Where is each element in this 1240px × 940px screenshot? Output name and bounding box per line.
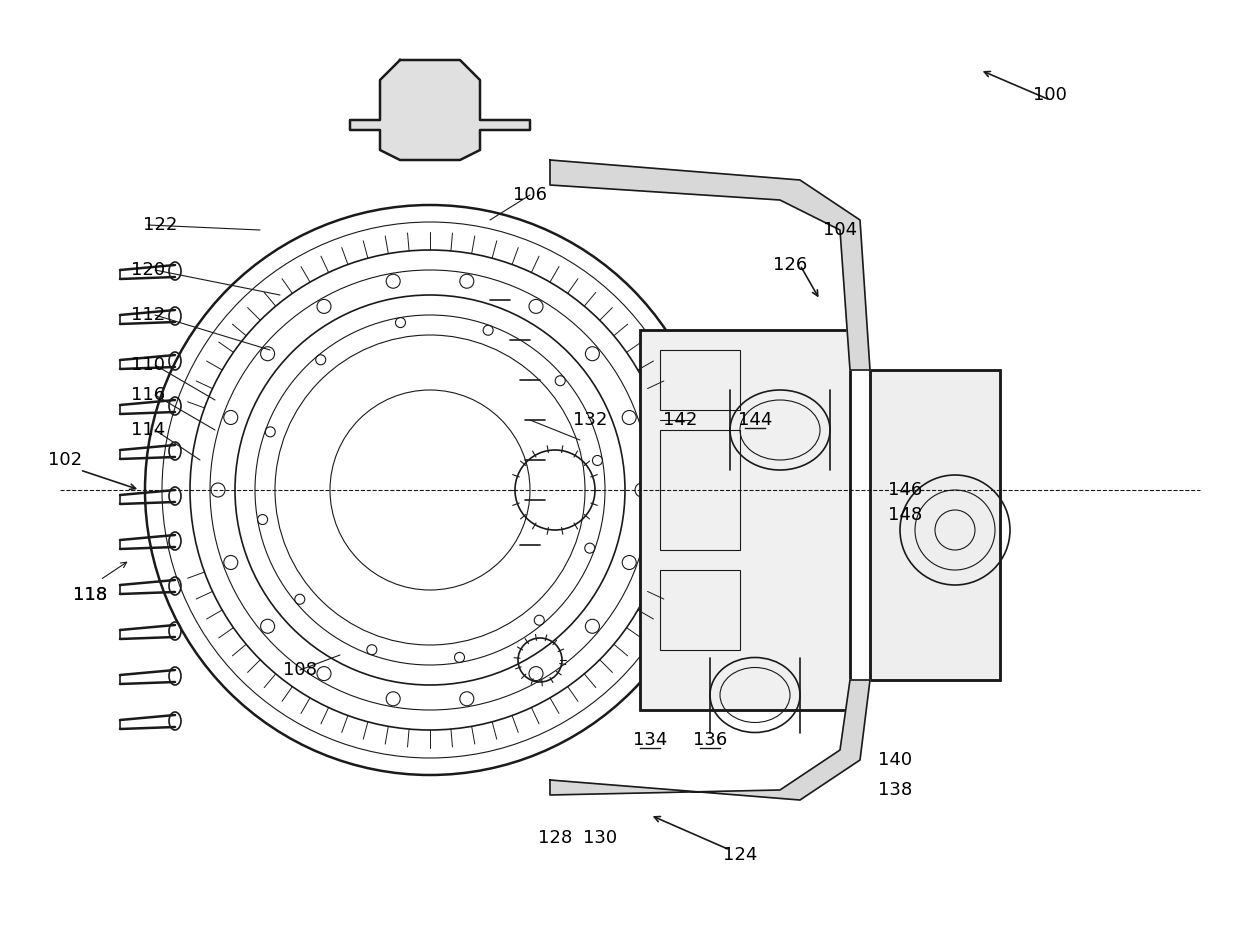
Text: 114: 114	[131, 421, 165, 439]
Text: 118: 118	[73, 586, 107, 604]
Polygon shape	[350, 60, 529, 160]
Text: 136: 136	[693, 731, 727, 749]
Text: 108: 108	[283, 661, 317, 679]
Bar	[660, 570, 740, 650]
Bar	[870, 370, 999, 680]
Text: 142: 142	[663, 411, 697, 429]
Bar	[660, 430, 740, 550]
Polygon shape	[551, 680, 870, 800]
Text: 124: 124	[723, 846, 758, 864]
Text: 116: 116	[131, 386, 165, 404]
Text: 128: 128	[538, 829, 572, 847]
Text: 140: 140	[878, 751, 913, 769]
Text: 132: 132	[573, 411, 608, 429]
Text: 138: 138	[878, 781, 913, 799]
Bar	[640, 330, 849, 710]
Text: 122: 122	[143, 216, 177, 234]
Text: 100: 100	[1033, 86, 1066, 104]
Bar	[870, 370, 999, 680]
Text: 110: 110	[131, 356, 165, 374]
Text: 134: 134	[632, 731, 667, 749]
Bar	[640, 330, 849, 710]
Text: 148: 148	[888, 506, 923, 524]
Polygon shape	[551, 160, 870, 370]
Text: 126: 126	[773, 256, 807, 274]
Text: 146: 146	[888, 481, 923, 499]
Text: 118: 118	[73, 586, 107, 604]
Text: 104: 104	[823, 221, 857, 239]
Bar	[660, 350, 740, 410]
Text: 106: 106	[513, 186, 547, 204]
Text: 120: 120	[131, 261, 165, 279]
Text: 112: 112	[131, 306, 165, 324]
Text: 144: 144	[738, 411, 773, 429]
Text: 130: 130	[583, 829, 618, 847]
Text: 102: 102	[48, 451, 82, 469]
